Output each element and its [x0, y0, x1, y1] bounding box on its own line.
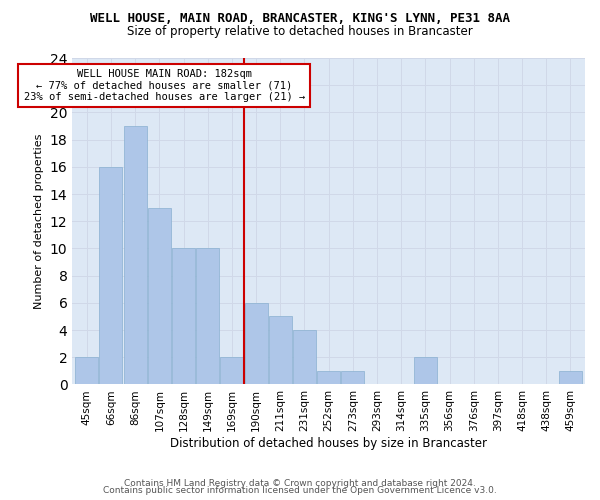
Text: WELL HOUSE MAIN ROAD: 182sqm
← 77% of detached houses are smaller (71)
23% of se: WELL HOUSE MAIN ROAD: 182sqm ← 77% of de… — [23, 69, 305, 102]
Text: Contains HM Land Registry data © Crown copyright and database right 2024.: Contains HM Land Registry data © Crown c… — [124, 478, 476, 488]
Bar — [148, 208, 171, 384]
Bar — [196, 248, 219, 384]
Bar — [100, 167, 122, 384]
Bar — [220, 358, 244, 384]
Text: WELL HOUSE, MAIN ROAD, BRANCASTER, KING'S LYNN, PE31 8AA: WELL HOUSE, MAIN ROAD, BRANCASTER, KING'… — [90, 12, 510, 26]
Text: Contains public sector information licensed under the Open Government Licence v3: Contains public sector information licen… — [103, 486, 497, 495]
Bar — [293, 330, 316, 384]
Bar — [75, 358, 98, 384]
Bar — [172, 248, 195, 384]
Text: Size of property relative to detached houses in Brancaster: Size of property relative to detached ho… — [127, 25, 473, 38]
Bar — [124, 126, 146, 384]
Bar — [269, 316, 292, 384]
X-axis label: Distribution of detached houses by size in Brancaster: Distribution of detached houses by size … — [170, 437, 487, 450]
Bar — [341, 371, 364, 384]
Y-axis label: Number of detached properties: Number of detached properties — [34, 134, 44, 309]
Bar — [245, 303, 268, 384]
Bar — [559, 371, 582, 384]
Bar — [317, 371, 340, 384]
Bar — [414, 358, 437, 384]
